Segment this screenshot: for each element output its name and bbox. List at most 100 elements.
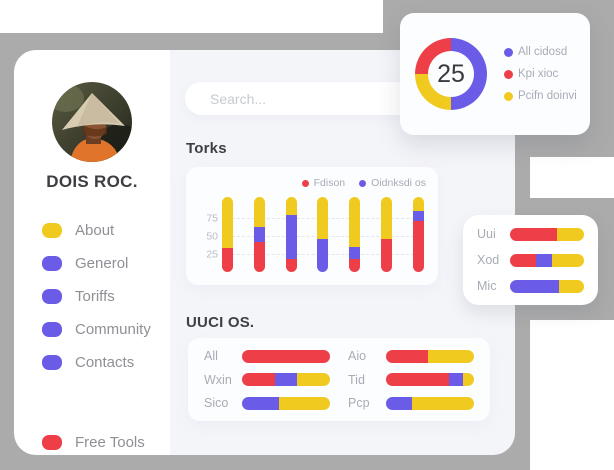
stacked-hbar (510, 227, 584, 241)
bar-segment-purple (242, 396, 279, 410)
bar-segment-red (386, 373, 450, 386)
stat-row: Pcp (348, 396, 474, 410)
bar-segment-red (242, 373, 275, 386)
legend-item: Pcifn doinvi (504, 90, 577, 102)
torks-chart-card: Fdison Oidnksdi os 25 50 75 (186, 167, 438, 285)
sidebar: DOIS ROC. About Generol Toriffs Community Co… (14, 50, 170, 455)
legend-label: All cidosd (518, 46, 568, 58)
bar-segment-purple (386, 396, 412, 410)
bar-segment-purple (253, 227, 265, 242)
stat-row-label: Wxin (204, 372, 232, 387)
section-title-uuci: UUCI OS. (186, 314, 255, 331)
bar-segment-yellow (412, 197, 424, 211)
profile-name: DOIS ROC. (46, 172, 138, 191)
blob-icon (42, 355, 62, 370)
axis-tick-label: 75 (206, 212, 218, 225)
sidebar-item-generol[interactable]: Generol (14, 247, 170, 280)
legend-item: All cidosd (504, 46, 577, 58)
stacked-bar (381, 197, 393, 272)
menu-item-label: Toriffs (75, 288, 115, 305)
stat-row: Tid (348, 373, 474, 387)
stat-row-label: Uui (477, 227, 496, 241)
bar-segment-yellow (297, 373, 330, 386)
bar-segment-red (349, 259, 361, 272)
menu-item-label: Contacts (75, 354, 135, 371)
bar-segment-purple (274, 373, 298, 386)
blob-icon (42, 256, 62, 271)
bar-segment-purple (412, 210, 424, 221)
stacked-bar (412, 197, 424, 272)
profile-photo (52, 82, 132, 162)
sidebar-menu: About Generol Toriffs Community Contacts (14, 214, 170, 379)
bar-segment-purple (535, 253, 553, 267)
legend-item: Kpi xioc (504, 68, 577, 80)
bar-segment-purple (285, 215, 297, 260)
stat-row-label: All (204, 349, 218, 363)
sidebar-item-about[interactable]: About (14, 214, 170, 247)
sidebar-item-toriffs[interactable]: Toriffs (14, 280, 170, 313)
bar-segment-yellow (253, 197, 265, 227)
donut-legend: All cidosd Kpi xioc Pcifn doinvi (504, 46, 577, 102)
menu-item-label: Generol (75, 255, 129, 272)
bar-segment-yellow (428, 349, 474, 363)
sidebar-item-contacts[interactable]: Contacts (14, 346, 170, 379)
stacked-hbar (242, 373, 330, 386)
blob-icon (42, 223, 62, 238)
stacked-bar (317, 197, 329, 272)
stacked-bar (222, 197, 233, 272)
bar-segment-yellow (557, 227, 584, 241)
legend-dot-icon (504, 91, 513, 101)
stat-row: Mic (477, 279, 584, 293)
stacked-hbar (510, 279, 584, 293)
bar-segment-yellow (349, 197, 361, 248)
bar-segment-red (510, 253, 536, 267)
bar-segment-red (253, 242, 265, 272)
bar-segment-yellow (278, 396, 330, 410)
stat-row-label: Sico (204, 396, 229, 410)
bar-segment-yellow (317, 197, 329, 239)
legend-dot-icon (301, 179, 309, 187)
blob-icon (42, 435, 62, 450)
sidebar-item-community[interactable]: Community (14, 313, 170, 346)
bar-segment-yellow (411, 396, 474, 410)
bar-segment-purple (510, 279, 559, 293)
stat-row: Wxin (204, 373, 330, 387)
bar-segment-yellow (558, 279, 584, 293)
stat-row: Sico (204, 396, 330, 410)
menu-item-label: Free Tools (75, 434, 145, 451)
donut-chart: 25 (415, 38, 487, 110)
bar-chart-plot: 25 50 75 (206, 197, 424, 272)
donut-stats-card: 25 All cidosd Kpi xioc Pcifn doinvi (400, 13, 590, 135)
stacked-hbar (386, 349, 474, 363)
legend-dot-icon (504, 69, 513, 79)
stacked-hbar (510, 253, 584, 267)
stat-row: Uui (477, 227, 584, 241)
bar-segment-yellow (462, 373, 474, 386)
search-input[interactable] (185, 82, 441, 115)
donut-center-value: 25 (428, 51, 474, 97)
sidebar-item-free-tools[interactable]: Free Tools (14, 426, 170, 455)
stat-row-label: Mic (477, 279, 497, 293)
legend-dot-icon (359, 179, 367, 187)
legend-label: Kpi xioc (518, 68, 559, 80)
bar-segment-red (222, 248, 233, 272)
stat-row: Aio (348, 349, 474, 363)
blob-icon (42, 289, 62, 304)
bar-segment-purple (449, 373, 463, 386)
legend-item: Fdison (301, 177, 346, 189)
avatar[interactable] (52, 82, 132, 162)
legend-item: Oidnksdi os (359, 177, 426, 189)
stacked-bar (285, 197, 297, 272)
bar-segment-yellow (285, 197, 297, 215)
legend-label: Pcifn doinvi (518, 90, 577, 102)
bar-segment-red (386, 349, 429, 363)
chart-legend: Fdison Oidnksdi os (301, 177, 426, 189)
menu-item-label: Community (75, 321, 151, 338)
mini-stats-card: Uui Xod Mic (463, 215, 598, 305)
bar-segment-yellow (552, 253, 584, 267)
bar-segment-purple (349, 247, 361, 260)
stacked-hbar (242, 349, 330, 363)
stacked-hbar (386, 396, 474, 410)
legend-label: Fdison (313, 177, 346, 189)
